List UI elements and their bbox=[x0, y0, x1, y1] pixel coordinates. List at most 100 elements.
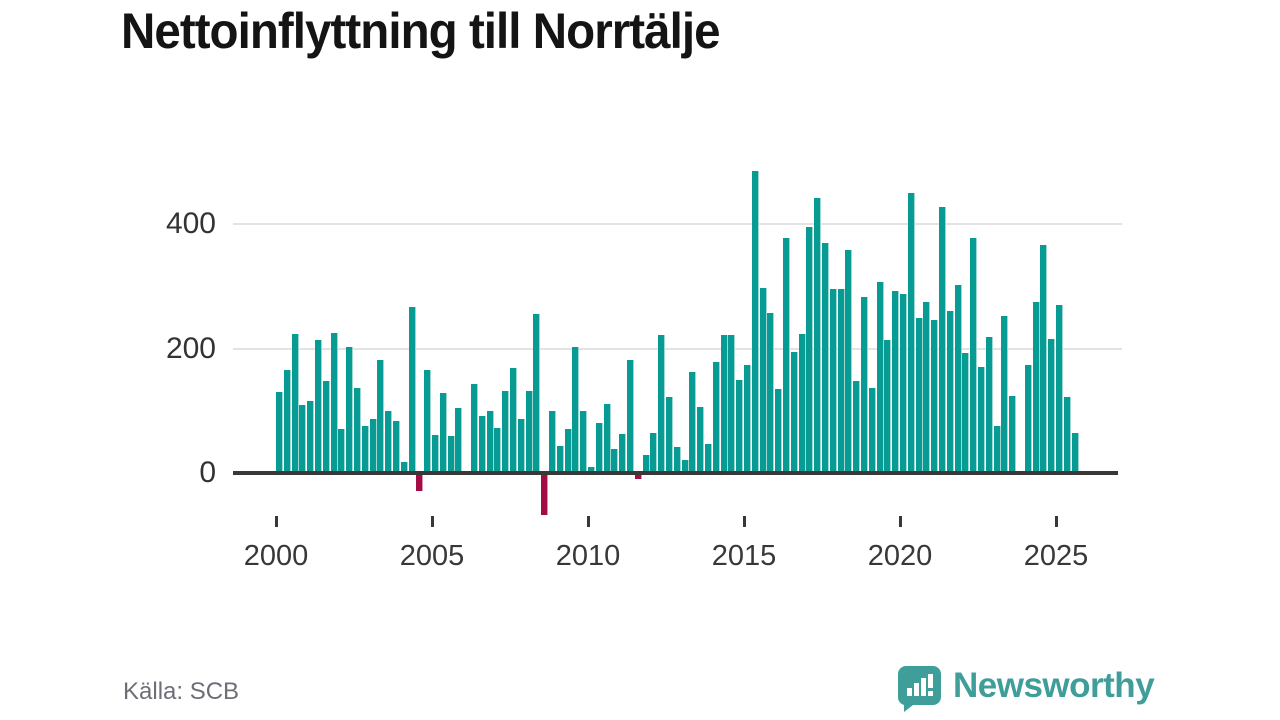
bar bbox=[346, 346, 354, 473]
bar bbox=[736, 380, 744, 473]
x-tick-label: 2020 bbox=[867, 540, 933, 572]
y-tick-label: 200 bbox=[165, 331, 216, 365]
bar bbox=[580, 410, 588, 473]
bar bbox=[845, 250, 853, 473]
bar bbox=[1056, 304, 1063, 473]
bar bbox=[517, 419, 525, 473]
bar bbox=[307, 400, 315, 473]
bar bbox=[1032, 301, 1040, 473]
y-tick-label: 400 bbox=[165, 207, 216, 240]
bar bbox=[946, 311, 954, 473]
x-axis-tick bbox=[587, 516, 590, 527]
bar bbox=[1048, 339, 1056, 473]
bar bbox=[1040, 245, 1048, 473]
bar bbox=[681, 459, 689, 473]
bar bbox=[283, 370, 291, 473]
bar bbox=[1001, 316, 1009, 473]
bar bbox=[642, 454, 650, 473]
bar bbox=[556, 446, 564, 473]
bar bbox=[634, 473, 642, 479]
bar bbox=[1024, 364, 1032, 473]
bar bbox=[377, 360, 385, 473]
bar bbox=[978, 367, 985, 473]
bar bbox=[720, 335, 728, 473]
bar bbox=[393, 421, 400, 473]
bar bbox=[588, 466, 595, 473]
bar bbox=[970, 237, 978, 473]
bar bbox=[939, 207, 946, 473]
newsworthy-wordmark: Newsworthy bbox=[953, 666, 1155, 705]
x-axis-line bbox=[233, 471, 1118, 475]
chart-title: Nettoinflyttning till Norrtälje bbox=[121, 3, 721, 59]
bar bbox=[923, 302, 931, 473]
bar bbox=[853, 381, 861, 473]
bar bbox=[408, 307, 416, 473]
x-axis-tick bbox=[743, 516, 746, 527]
bar bbox=[1071, 433, 1079, 473]
bar bbox=[931, 320, 939, 473]
bar bbox=[892, 290, 900, 473]
bar bbox=[985, 336, 993, 473]
bar bbox=[361, 425, 369, 473]
x-tick-label: 2010 bbox=[555, 540, 621, 572]
bar bbox=[900, 293, 907, 473]
bar bbox=[814, 197, 822, 473]
bar bbox=[385, 410, 393, 473]
bar bbox=[471, 383, 478, 473]
bar bbox=[338, 429, 346, 473]
newsworthy-logo-icon bbox=[897, 666, 941, 712]
bar bbox=[689, 372, 697, 473]
bar bbox=[330, 332, 338, 473]
bar bbox=[822, 243, 829, 473]
bar bbox=[868, 387, 876, 473]
x-tick-label: 2025 bbox=[1023, 540, 1089, 572]
bar bbox=[416, 473, 424, 492]
bar bbox=[611, 448, 619, 473]
bar bbox=[439, 393, 447, 473]
bar bbox=[744, 365, 751, 473]
bar bbox=[494, 428, 502, 473]
bar bbox=[666, 397, 673, 473]
bar bbox=[533, 313, 541, 473]
x-axis-tick bbox=[431, 516, 434, 527]
bar bbox=[502, 390, 510, 473]
bar bbox=[798, 334, 806, 473]
x-tick-label: 2015 bbox=[711, 540, 777, 572]
bar bbox=[564, 428, 572, 473]
x-tick-label: 2005 bbox=[399, 540, 465, 572]
bar bbox=[455, 408, 463, 473]
bar bbox=[541, 473, 549, 515]
bar bbox=[767, 313, 775, 473]
bar bbox=[603, 403, 611, 473]
bar bbox=[619, 434, 627, 473]
gridline-400 bbox=[233, 223, 1122, 225]
bar bbox=[775, 388, 783, 473]
bar bbox=[595, 422, 603, 473]
bar bbox=[650, 432, 658, 473]
bar bbox=[861, 297, 868, 473]
bar bbox=[884, 339, 892, 473]
newsworthy-brand: Newsworthy bbox=[896, 664, 1155, 712]
bar bbox=[572, 346, 580, 473]
bar bbox=[354, 388, 361, 473]
bar bbox=[432, 435, 439, 473]
bar bbox=[315, 339, 322, 473]
gridline-200 bbox=[233, 347, 1122, 350]
bar bbox=[673, 446, 681, 473]
x-tick-label: 2000 bbox=[243, 540, 309, 572]
bar bbox=[759, 288, 767, 473]
bar bbox=[291, 333, 299, 473]
bar bbox=[424, 369, 432, 473]
bar bbox=[993, 425, 1001, 473]
bar bbox=[322, 381, 330, 473]
bar bbox=[829, 289, 837, 473]
bar bbox=[1063, 397, 1071, 473]
bar bbox=[627, 360, 634, 473]
bar bbox=[915, 317, 923, 473]
y-tick-label: 0 bbox=[199, 456, 216, 489]
bar bbox=[510, 367, 517, 473]
bar bbox=[728, 334, 736, 473]
bar bbox=[712, 361, 720, 473]
